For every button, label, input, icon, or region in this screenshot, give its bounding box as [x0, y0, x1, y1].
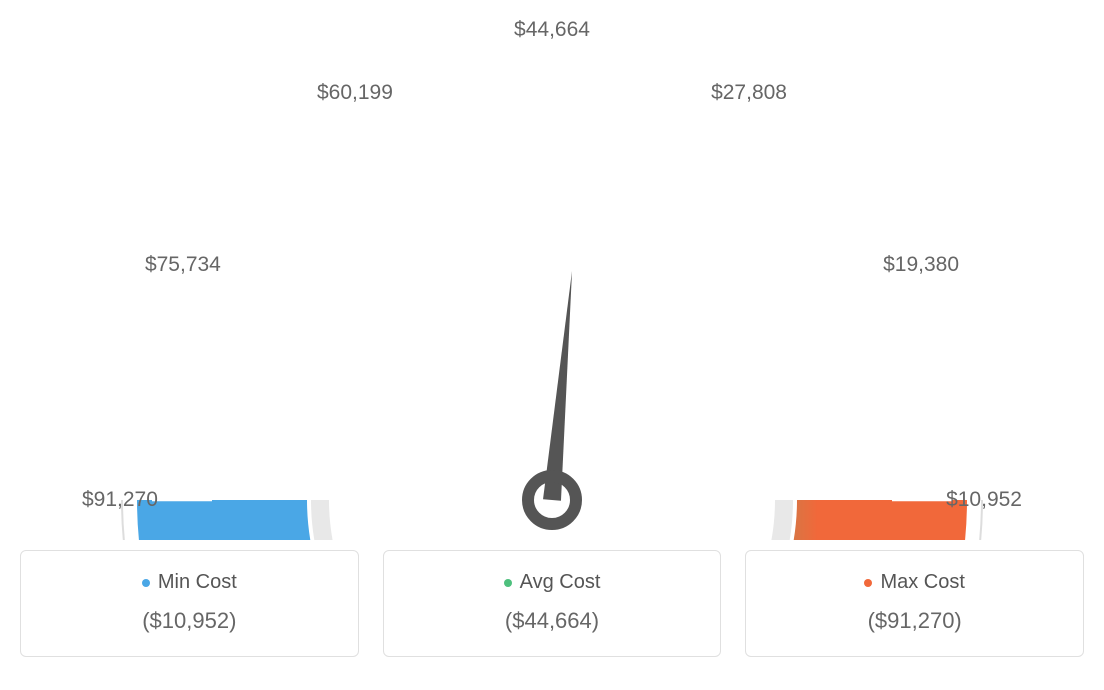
svg-text:$60,199: $60,199: [317, 81, 393, 104]
gauge-svg: $10,952 $19,380 $27,808 $44,664 $60,199 $75,7…: [20, 20, 1084, 540]
legend-value-avg: ($44,664): [400, 608, 705, 634]
svg-text:$75,734: $75,734: [145, 253, 221, 276]
legend-label-text: Min Cost: [158, 571, 237, 594]
legend-card-min: Min Cost ($10,952): [20, 550, 359, 657]
svg-text:$10,952: $10,952: [946, 488, 1022, 511]
legend-label-text: Max Cost: [880, 571, 964, 594]
svg-text:$19,380: $19,380: [883, 253, 959, 276]
legend-label-max: Max Cost: [864, 571, 964, 594]
svg-text:$44,664: $44,664: [514, 20, 590, 41]
legend-value-max: ($91,270): [762, 608, 1067, 634]
legend-label-avg: Avg Cost: [504, 571, 601, 594]
legend-card-avg: Avg Cost ($44,664): [383, 550, 722, 657]
svg-text:$91,270: $91,270: [82, 488, 158, 511]
gauge-chart: $10,952 $19,380 $27,808 $44,664 $60,199 $75,7…: [20, 20, 1084, 657]
bullet-icon: [504, 579, 512, 587]
legend-card-max: Max Cost ($91,270): [745, 550, 1084, 657]
bullet-icon: [864, 579, 872, 587]
legend-row: Min Cost ($10,952) Avg Cost ($44,664) Ma…: [20, 550, 1084, 657]
legend-value-min: ($10,952): [37, 608, 342, 634]
legend-label-text: Avg Cost: [520, 571, 601, 594]
bullet-icon: [142, 579, 150, 587]
legend-label-min: Min Cost: [142, 571, 237, 594]
svg-text:$27,808: $27,808: [711, 81, 787, 104]
gauge-svg-container: $10,952 $19,380 $27,808 $44,664 $60,199 $75,7…: [20, 20, 1084, 540]
